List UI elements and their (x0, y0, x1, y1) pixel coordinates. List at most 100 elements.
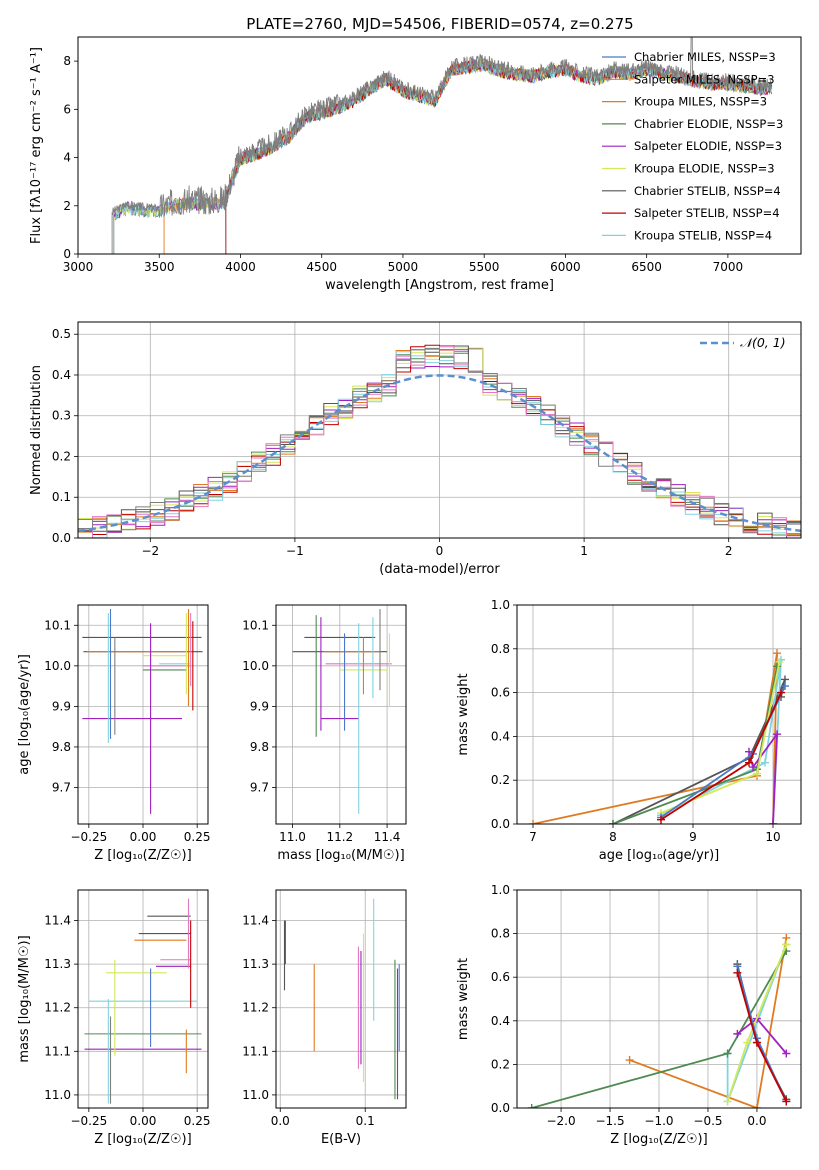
weight-point-marker (781, 682, 789, 691)
weight-plot (529, 649, 789, 824)
x-tick-label: 11.0 (279, 830, 306, 844)
x-tick-label: 9 (689, 830, 697, 844)
residual-histogram (78, 351, 801, 538)
age-vs-z-panel: −0.25 0.00 0.25 9.7 9.8 9.9 10.0 10.1 Z [log₁₀(Z… (17, 604, 211, 863)
x-axis-label: Z [log₁₀(Z/Z☉)] (610, 1132, 707, 1147)
legend-entry: Salpeter ELODIE, NSSP=3 (634, 139, 782, 153)
residuals-panel: 𝒩(0, 1) −2 −1 0 1 2 0.0 0.1 0.2 0.3 0.4 0.5 (data-mo… (29, 321, 802, 577)
y-tick-label: 0.3 (52, 409, 71, 423)
weight-point-marker (753, 769, 761, 778)
legend-entry: 𝒩(0, 1) (740, 335, 786, 350)
x-tick-label: 3500 (144, 260, 175, 274)
normal-reference-curve (78, 374, 801, 533)
x-axis-label: E(B-V) (321, 1132, 361, 1147)
y-tick-label: 9.8 (52, 740, 71, 754)
y-tick-label: 11.1 (242, 1044, 269, 1058)
weight-point-marker (777, 688, 785, 697)
y-tick-label: 0.2 (491, 1057, 510, 1071)
model-spectrum-line (225, 59, 773, 254)
x-tick-label: 10 (765, 830, 780, 844)
y-tick-label: 11.0 (242, 1088, 269, 1102)
weight-point-marker (527, 1104, 536, 1108)
y-tick-label: 9.8 (250, 740, 269, 754)
y-tick-label: 0.4 (491, 729, 510, 743)
spectrum-panel: Chabrier MILES, NSSP=3 Salpeter MILES, NS… (29, 36, 802, 293)
x-tick-label: −0.25 (70, 1114, 107, 1128)
x-axis-label: mass [log₁₀(M/M☉)] (277, 848, 404, 863)
observed-spectrum-line (111, 37, 772, 254)
y-tick-label: 9.7 (250, 781, 269, 795)
spectrum-plot (111, 37, 773, 254)
y-tick-label: 11.1 (44, 1044, 71, 1058)
x-tick-label: −0.5 (693, 1114, 722, 1128)
weight-point-marker (773, 649, 781, 658)
x-axis-label: Z [log₁₀(Z/Z☉)] (94, 848, 191, 863)
x-tick-label: 7 (529, 830, 537, 844)
y-tick-label: 6 (63, 102, 71, 116)
weight-point-marker (723, 1049, 732, 1058)
y-tick-label: 9.7 (52, 781, 71, 795)
y-tick-label: 9.9 (52, 699, 71, 713)
x-tick-label: 6000 (550, 260, 581, 274)
y-tick-label: 10.0 (44, 659, 71, 673)
x-axis-label: Z [log₁₀(Z/Z☉)] (94, 1132, 191, 1147)
y-tick-label: 11.0 (44, 1088, 71, 1102)
x-tick-label: 4000 (225, 260, 256, 274)
weight-point-marker (749, 763, 757, 772)
x-tick-label: 0.25 (184, 830, 211, 844)
y-tick-label: 8 (63, 54, 71, 68)
y-tick-label: 10.0 (242, 659, 269, 673)
axes-frame (77, 36, 802, 255)
y-tick-label: 0.5 (52, 327, 71, 341)
axes-frame (275, 604, 407, 825)
x-tick-label: 0.00 (130, 1114, 157, 1128)
weight-point-marker (743, 1038, 752, 1047)
residual-histogram (78, 347, 801, 533)
weight-point-marker (782, 1049, 791, 1058)
x-tick-label: −2 (141, 544, 159, 558)
y-tick-label: 0.1 (52, 490, 71, 504)
y-tick-label: 0.0 (491, 1101, 510, 1115)
y-tick-label: 0.2 (52, 449, 71, 463)
weight-point-marker (657, 815, 665, 824)
y-tick-label: 0 (63, 247, 71, 261)
x-tick-label: −1.5 (595, 1114, 624, 1128)
y-tick-label: 1.0 (491, 883, 510, 897)
weight-point-marker (745, 758, 753, 767)
y-axis-label: mass weight (456, 673, 471, 755)
y-axis-label: age [log₁₀(age/yr)] (17, 654, 32, 775)
weight-point-marker (782, 940, 791, 949)
weight-point-marker (773, 662, 781, 671)
x-tick-label: 1 (580, 544, 588, 558)
y-tick-label: 0.8 (491, 642, 510, 656)
y-tick-label: 9.9 (250, 699, 269, 713)
weight-point-marker (723, 1097, 732, 1106)
legend-entry: Salpeter MILES, NSSP=3 (634, 72, 775, 86)
axes-frame (275, 889, 407, 1109)
y-tick-label: 0.6 (491, 970, 510, 984)
x-tick-label: 0.0 (271, 1114, 290, 1128)
residual-histogram (78, 345, 801, 538)
y-axis-label: mass weight (456, 958, 471, 1040)
y-axis-label: mass [log₁₀(M/M☉)] (17, 935, 32, 1062)
y-tick-label: 4 (63, 151, 71, 165)
legend-entry: Kroupa STELIB, NSSP=4 (634, 228, 772, 242)
weight-point-marker (733, 1029, 742, 1038)
weight-vs-z-panel: −2.0 −1.5 −1.0 −0.5 0.0 0.0 0.2 0.4 0.6 0.8 1.0 Z [… (456, 883, 802, 1147)
x-tick-label: 3000 (63, 260, 94, 274)
y-tick-label: 11.4 (44, 914, 71, 928)
model-spectrum-line (225, 58, 773, 254)
x-tick-label: 7000 (713, 260, 744, 274)
weight-point-marker (761, 758, 769, 767)
y-tick-label: 0.8 (491, 927, 510, 941)
y-tick-label: 11.4 (242, 914, 269, 928)
legend-entry: Chabrier MILES, NSSP=3 (634, 50, 776, 64)
errorbar-plot (82, 609, 203, 814)
y-tick-label: 0.4 (491, 1014, 510, 1028)
x-tick-label: −1 (286, 544, 304, 558)
x-tick-label: 0.1 (356, 1114, 375, 1128)
weight-plot (527, 933, 791, 1108)
y-tick-label: 10.1 (44, 618, 71, 632)
weight-series-line (660, 692, 782, 821)
